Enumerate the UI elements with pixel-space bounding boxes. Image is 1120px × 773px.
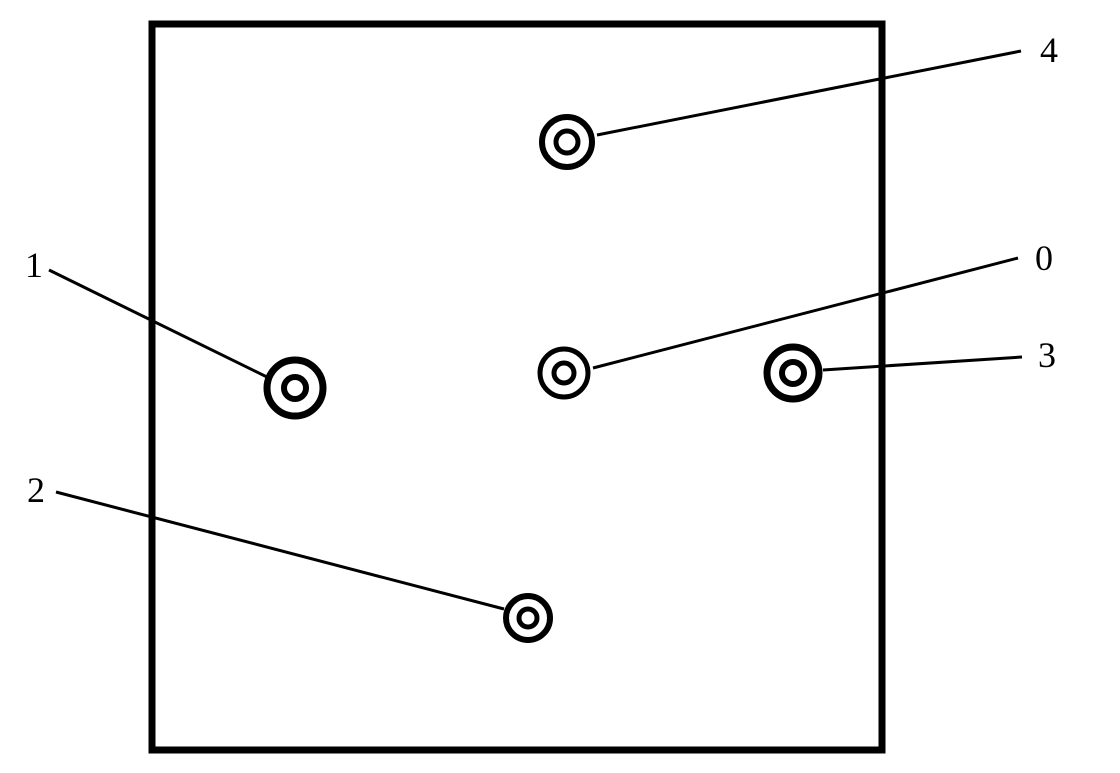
- node-inner-circle: [782, 362, 804, 384]
- node-label: 2: [27, 472, 45, 508]
- node-label: 1: [25, 247, 43, 283]
- leader-line: [597, 51, 1021, 135]
- node-inner-circle: [284, 377, 306, 399]
- node-inner-circle: [519, 609, 537, 627]
- node-label: 3: [1038, 337, 1056, 373]
- node-label: 0: [1035, 240, 1053, 276]
- leader-line: [56, 492, 504, 609]
- leader-line: [49, 270, 269, 378]
- leader-line: [823, 357, 1022, 370]
- node-inner-circle: [556, 131, 578, 153]
- node-inner-circle: [554, 363, 574, 383]
- schematic-diagram: [0, 0, 1120, 773]
- node-label: 4: [1040, 32, 1058, 68]
